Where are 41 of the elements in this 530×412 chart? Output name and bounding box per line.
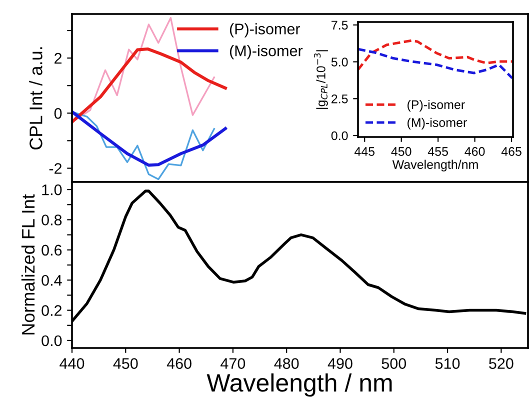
y-tick-label: 5.0 — [331, 58, 348, 66]
line-series — [358, 39, 513, 72]
x-tick-label: 460 — [166, 358, 192, 369]
x-tick-label: 520 — [489, 358, 514, 369]
line-series — [72, 110, 227, 167]
y-tick-label: 0.8 — [42, 214, 62, 226]
x-tick-label: 480 — [274, 358, 299, 369]
y-tick-label: 0 — [54, 108, 62, 119]
y-tick-label: 2 — [54, 52, 62, 64]
line-series — [72, 110, 215, 180]
y-axis-title: Normalized FL Int — [21, 194, 35, 334]
line-series — [358, 48, 513, 80]
x-axis-title: Wavelength/nm — [392, 160, 478, 172]
x-tick-label: 455 — [428, 147, 448, 156]
x-tick-label: 450 — [113, 358, 138, 369]
line-series — [72, 47, 227, 124]
x-axis-title: Wavelength / nm — [206, 373, 392, 397]
y-tick-label: 2.5 — [332, 94, 348, 104]
x-tick-label: 440 — [60, 358, 84, 369]
legend-label: (P)-isomer — [408, 100, 465, 112]
x-tick-label: 470 — [220, 358, 246, 369]
x-tick-label: 450 — [391, 147, 412, 156]
y-tick-label: 1.0 — [42, 184, 62, 196]
x-tick-label: 490 — [328, 358, 352, 369]
x-tick-label: 510 — [435, 358, 460, 369]
y-tick-label: 0.0 — [42, 335, 62, 346]
x-tick-label: 445 — [354, 147, 375, 156]
y-axis-title: CPL Int / a.u. — [29, 47, 42, 150]
y-tick-label: 0.0 — [331, 131, 348, 140]
x-tick-label: 500 — [382, 358, 406, 369]
y-axis-title: |g$_{CPL}$/10$^{−3}$| — [314, 50, 328, 109]
legend-label: (P)-isomer — [230, 23, 300, 38]
legend-label: (M)-isomer — [230, 45, 303, 60]
y-tick-label: 0.6 — [42, 244, 62, 256]
x-tick-label: 460 — [464, 147, 485, 156]
y-tick-label: -2 — [49, 163, 62, 174]
y-tick-label: 0.4 — [42, 274, 62, 286]
x-tick-label: 465 — [501, 147, 522, 156]
legend-label: (M)-isomer — [408, 118, 467, 130]
y-tick-label: 0.2 — [42, 305, 62, 316]
y-tick-label: 7.5 — [332, 20, 348, 30]
